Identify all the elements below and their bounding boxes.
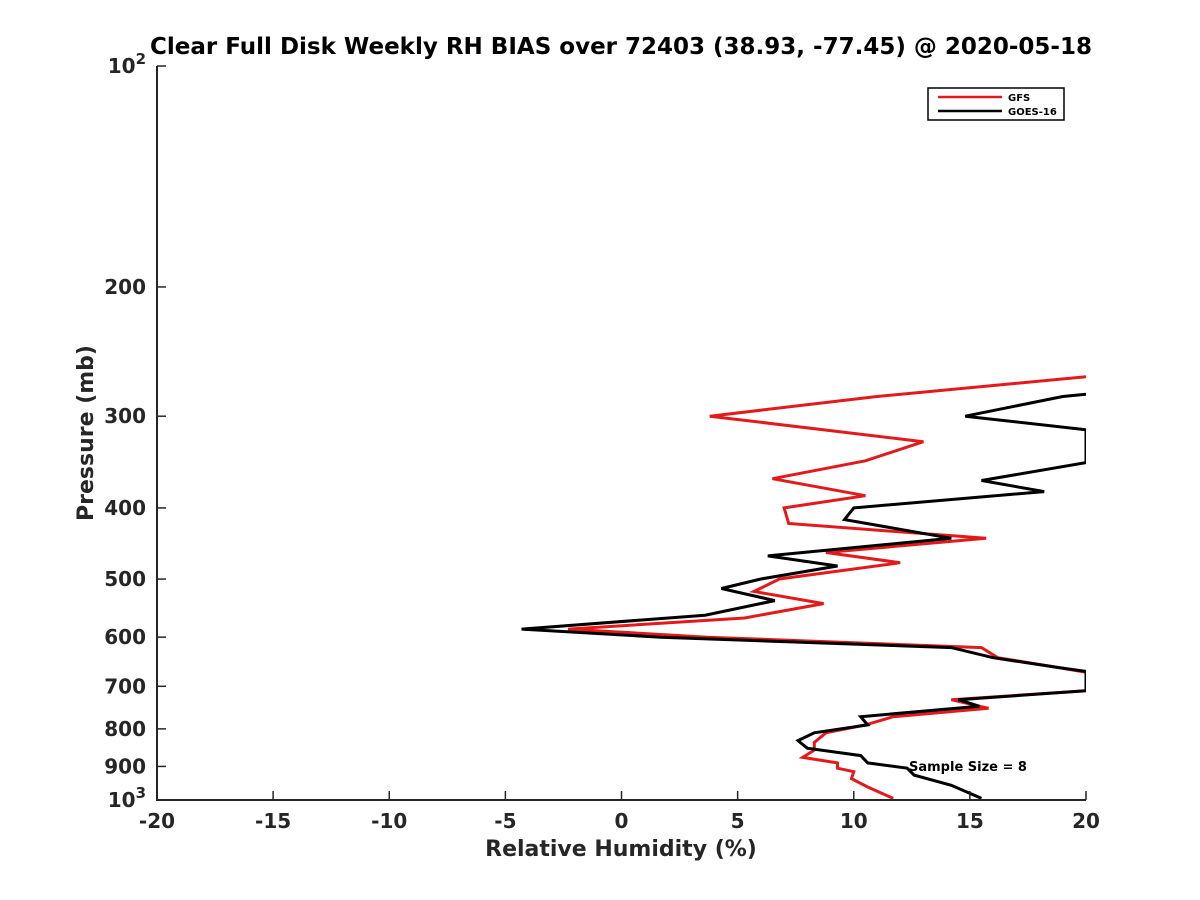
y-tick-label: 900: [104, 754, 146, 778]
y-tick-label: 103: [108, 784, 146, 812]
y-axis-label: Pressure (mb): [74, 345, 99, 521]
y-tick-label: 200: [104, 275, 146, 299]
x-tick-label: 20: [1072, 809, 1100, 833]
sample-size-annotation: Sample Size = 8: [909, 760, 1027, 775]
x-tick-label: -15: [255, 809, 291, 833]
x-tick-label: -5: [494, 809, 516, 833]
legend: GFS GOES-16: [927, 87, 1065, 121]
y-tick-label: 600: [104, 625, 146, 649]
y-tick-label: 700: [104, 674, 146, 698]
y-tick-label: 500: [104, 567, 146, 591]
chart-title: Clear Full Disk Weekly RH BIAS over 7240…: [150, 34, 1092, 60]
x-tick-label: -20: [139, 809, 175, 833]
legend-label-goes16: GOES-16: [1008, 107, 1057, 118]
plot-area: [157, 66, 1086, 800]
series-layer: [521, 375, 1086, 800]
y-axis-ticks: 102 200 300 400 500 600 700 800 900 103: [104, 50, 166, 812]
y-tick-label: 102: [108, 50, 146, 78]
x-axis-ticks: -20 -15 -10 -5 0 5 10 15 20: [139, 791, 1100, 833]
y-tick-label: 300: [104, 404, 146, 428]
y-tick-label: 800: [104, 717, 146, 741]
series-line-gfs: [568, 375, 1086, 800]
x-tick-label: 0: [615, 809, 629, 833]
x-tick-label: 10: [840, 809, 868, 833]
legend-box: [927, 87, 1065, 121]
x-tick-label: 5: [731, 809, 745, 833]
x-tick-label: -10: [371, 809, 407, 833]
x-axis-label: Relative Humidity (%): [485, 837, 757, 862]
y-tick-label: 400: [104, 496, 146, 520]
legend-label-gfs: GFS: [1008, 93, 1030, 104]
series-line-goes16: [521, 392, 1086, 800]
x-tick-label: 15: [956, 809, 984, 833]
